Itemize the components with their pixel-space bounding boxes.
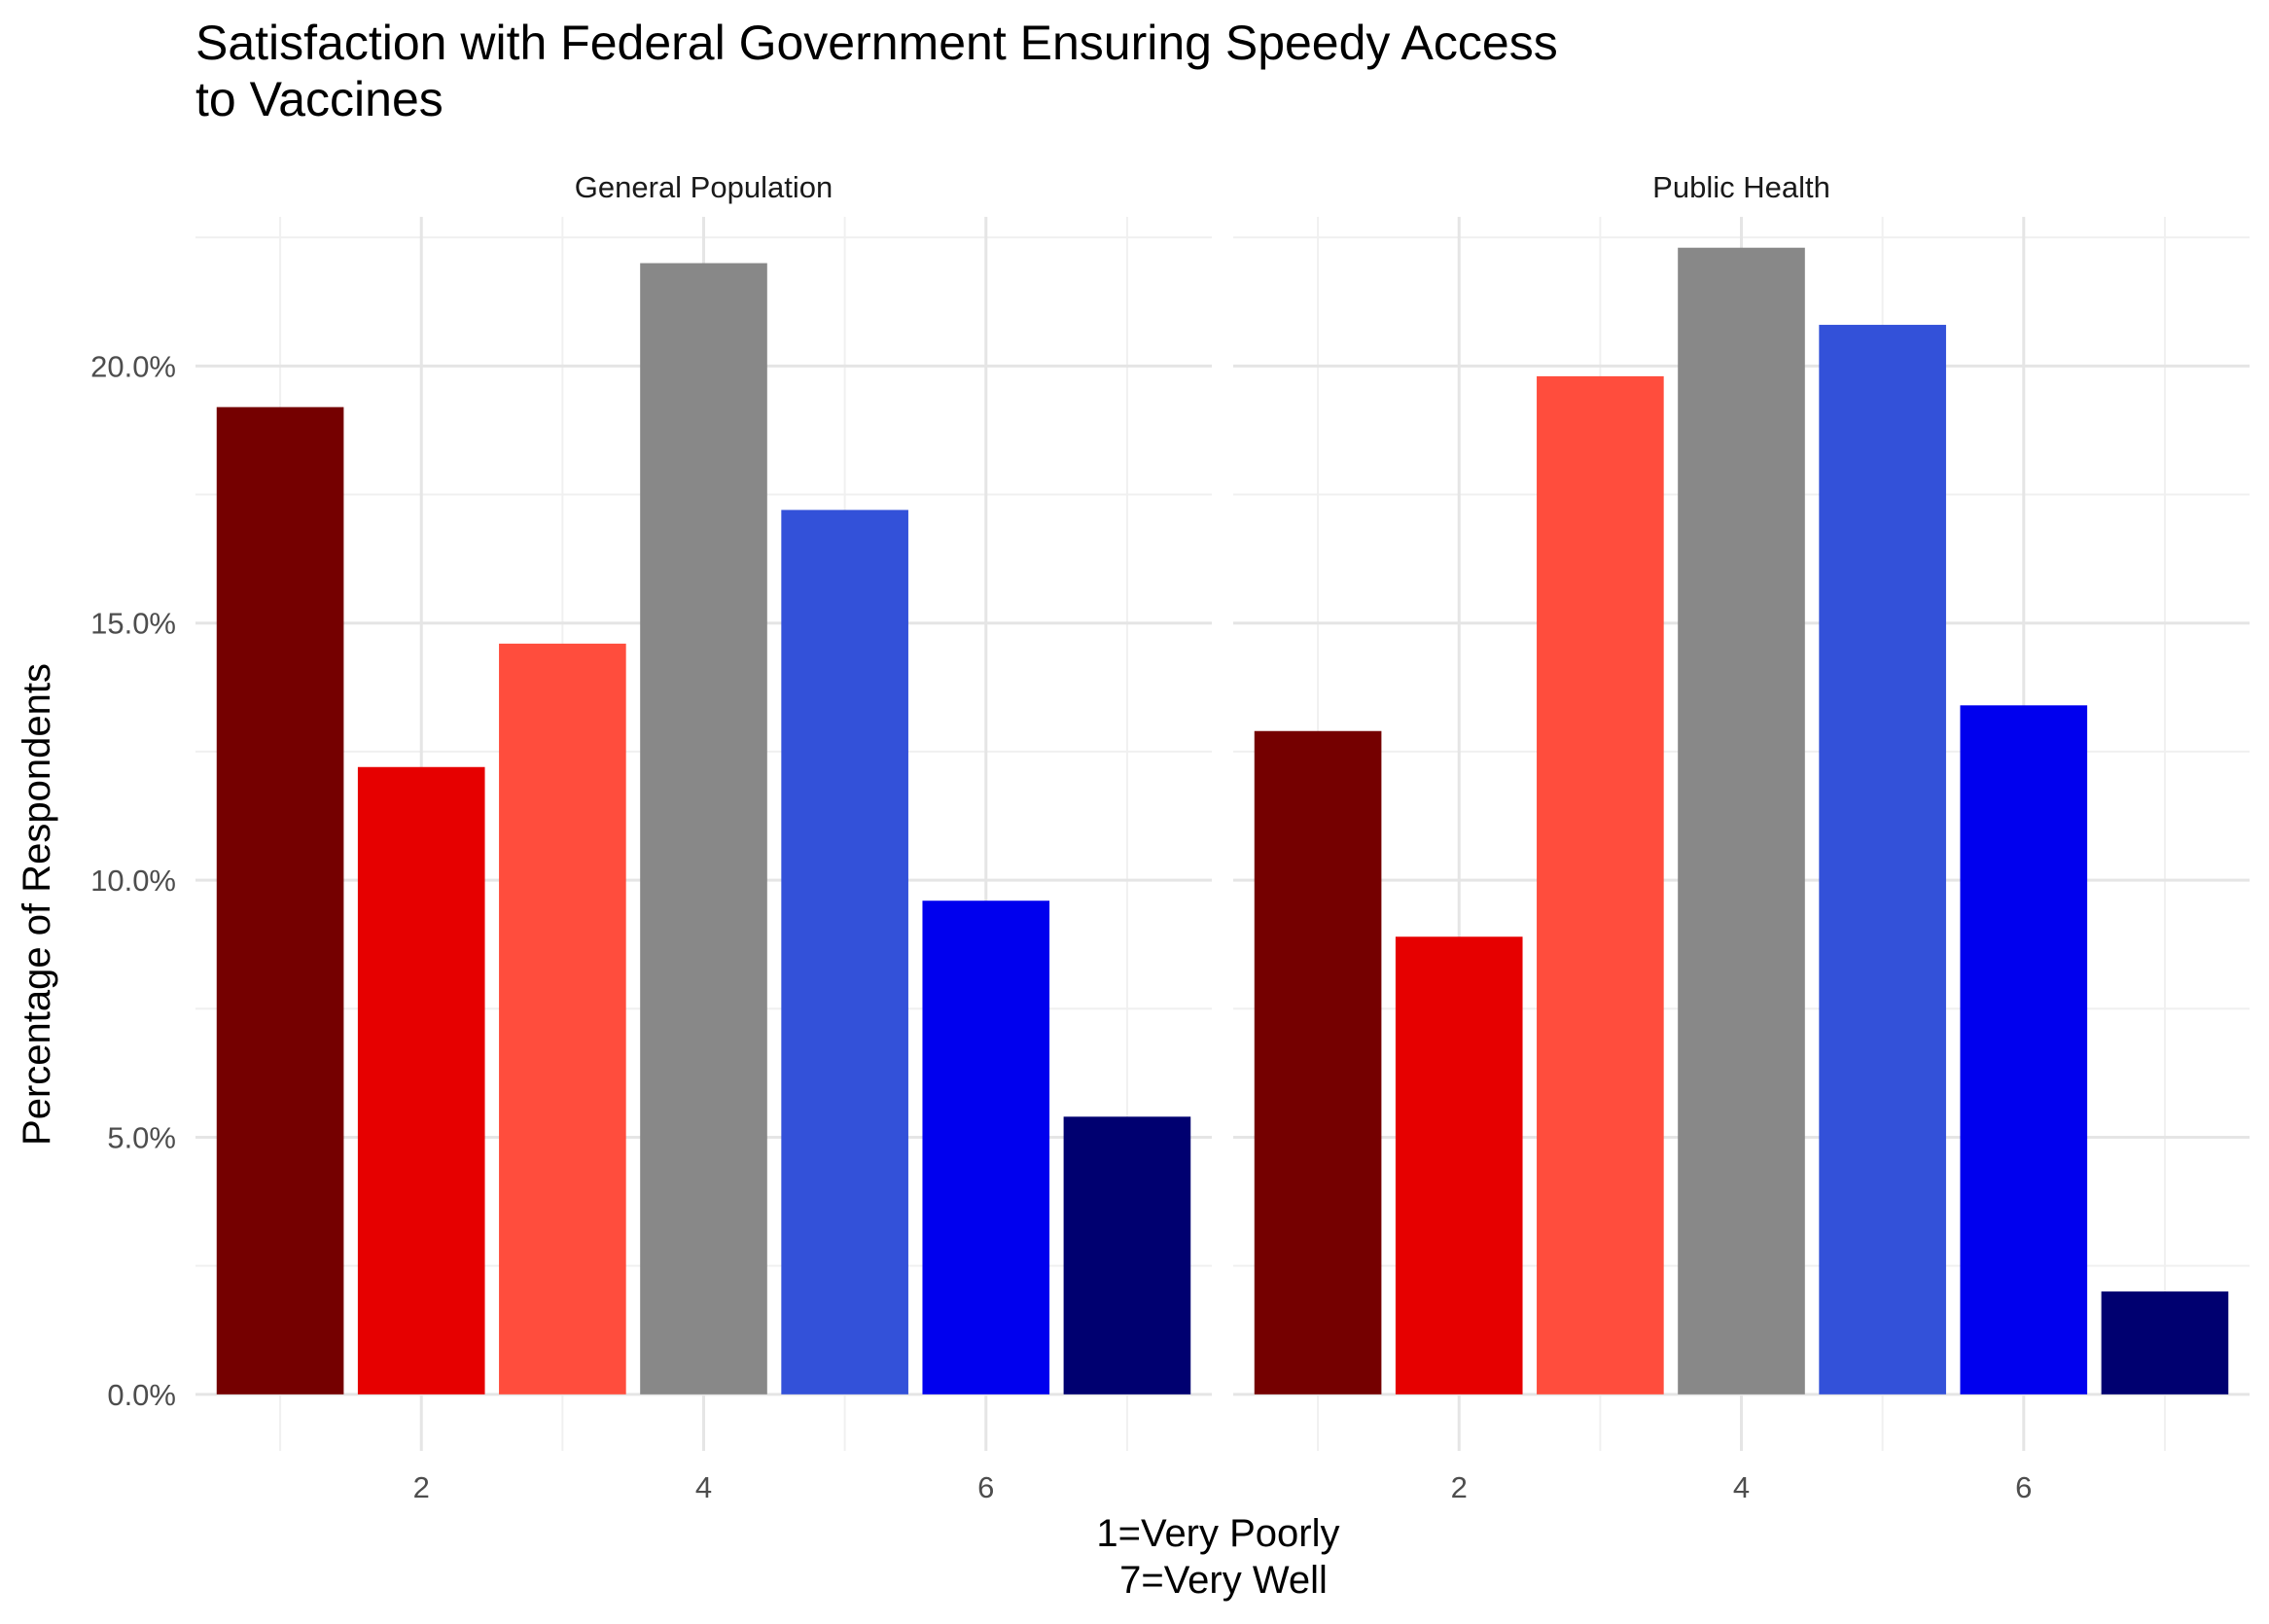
x-tick-label: 2 [1451,1470,1468,1504]
panel-general-population: General Population 2 4 6 0.0% 5.0% 10.0% 15.0% 2… [90,170,1212,1504]
bar-public-health-1 [1254,730,1382,1395]
bar-public-health-2 [1395,936,1523,1395]
bar-general-population-1 [216,406,344,1395]
x-axis-title-line-1: 1=Very Poorly [1096,1512,1339,1555]
chart-title: Satisfaction with Federal Government Ens… [195,16,1572,126]
bar-public-health-6 [1960,705,2088,1395]
x-tick-label: 4 [695,1470,712,1504]
facet-panels: General Population 2 4 6 0.0% 5.0% 10.0% 15.0% 2… [90,170,2250,1504]
bar-general-population-7 [1063,1116,1191,1395]
bar-public-health-4 [1678,247,1805,1395]
bar-public-health-7 [2101,1291,2229,1395]
x-tick-label: 6 [2015,1470,2032,1504]
y-tick-label: 15.0% [90,607,176,641]
x-tick-label: 6 [977,1470,994,1504]
y-tick-label: 10.0% [90,864,176,898]
chart-title-line-1: Satisfaction with Federal Government Ens… [195,16,1558,70]
bar-general-population-6 [922,900,1050,1395]
chart-title-line-2: to Vaccines [195,72,443,126]
bar-general-population-2 [357,766,485,1395]
bar-general-population-3 [499,643,626,1395]
bar-public-health-5 [1819,325,1946,1395]
bar-public-health-3 [1537,375,1664,1395]
x-tick-label: 2 [413,1470,430,1504]
y-tick-label: 0.0% [107,1378,176,1412]
x-tick-label: 4 [1733,1470,1750,1504]
bar-general-population-5 [781,510,908,1395]
bar-general-population-4 [640,263,767,1395]
facet-label-public-health: Public Health [1652,170,1830,204]
facet-label-general-population: General Population [575,170,833,204]
y-tick-label: 5.0% [107,1120,176,1154]
panel-public-health: Public Health 2 4 6 [1233,170,2250,1504]
x-axis-title: 1=Very Poorly 7=Very Well [1096,1512,1350,1602]
y-tick-label: 20.0% [90,349,176,383]
y-axis-title: Percentage of Respondents [16,663,58,1146]
x-axis-title-line-2: 7=Very Well [1119,1559,1328,1602]
